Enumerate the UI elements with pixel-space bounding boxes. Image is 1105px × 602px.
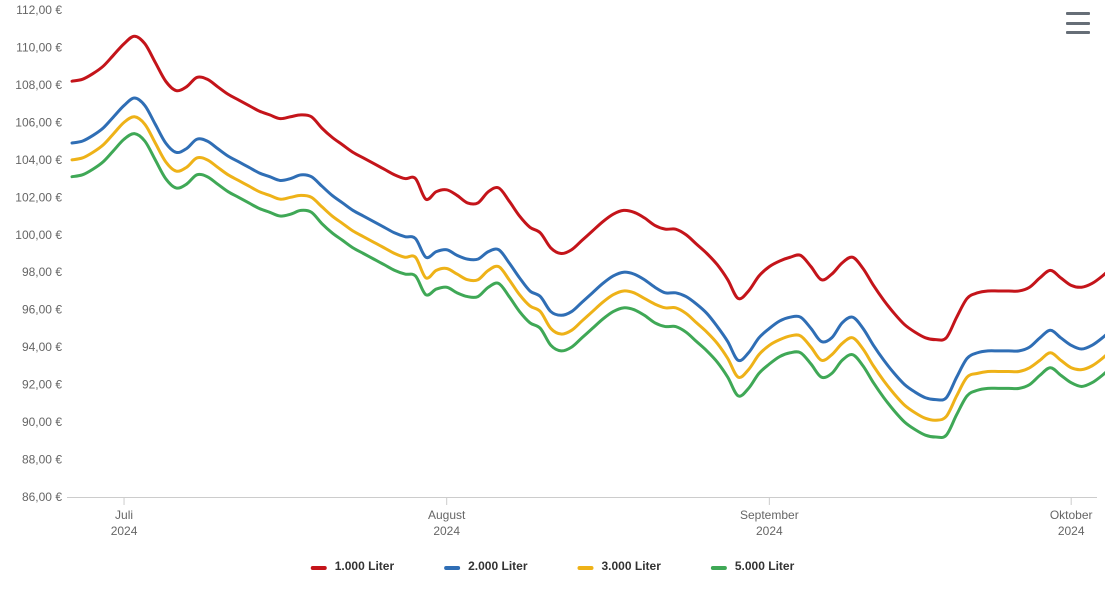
y-tick-label: 112,00 € bbox=[16, 3, 62, 17]
legend-label[interactable]: 2.000 Liter bbox=[468, 559, 528, 573]
hamburger-line bbox=[1066, 31, 1090, 34]
hamburger-line bbox=[1066, 22, 1090, 25]
series-line bbox=[72, 117, 1105, 421]
line-chart: 86,00 € 88,00 € 90,00 € 92,00 € 94,00 € 96,00… bbox=[0, 0, 1105, 602]
chart-container: 86,00 € 88,00 € 90,00 € 92,00 € 94,00 € 96,00… bbox=[0, 0, 1105, 602]
x-tick-month-label: September bbox=[740, 508, 799, 522]
series-line bbox=[72, 98, 1105, 400]
legend-label[interactable]: 5.000 Liter bbox=[735, 559, 795, 573]
legend-swatch[interactable] bbox=[311, 566, 327, 570]
hamburger-menu-button[interactable] bbox=[1066, 10, 1090, 36]
y-tick-label: 88,00 € bbox=[22, 453, 62, 467]
x-tick-year-label: 2024 bbox=[756, 524, 783, 538]
x-tick-year-label: 2024 bbox=[111, 524, 138, 538]
y-tick-label: 86,00 € bbox=[22, 490, 62, 504]
y-tick-label: 106,00 € bbox=[15, 115, 62, 129]
x-tick-month-label: Oktober bbox=[1050, 508, 1093, 522]
y-tick-label: 98,00 € bbox=[22, 265, 62, 279]
legend-swatch[interactable] bbox=[711, 566, 727, 570]
legend-swatch[interactable] bbox=[578, 566, 594, 570]
y-tick-label: 94,00 € bbox=[22, 340, 62, 354]
x-tick-month-label: Juli bbox=[115, 508, 133, 522]
y-tick-label: 96,00 € bbox=[22, 303, 62, 317]
y-tick-label: 90,00 € bbox=[22, 415, 62, 429]
legend-label[interactable]: 3.000 Liter bbox=[602, 559, 662, 573]
hamburger-line bbox=[1066, 12, 1090, 15]
x-tick-year-label: 2024 bbox=[1058, 524, 1085, 538]
x-tick-year-label: 2024 bbox=[433, 524, 460, 538]
y-tick-label: 92,00 € bbox=[22, 378, 62, 392]
y-tick-label: 110,00 € bbox=[16, 40, 62, 54]
y-tick-label: 100,00 € bbox=[15, 228, 62, 242]
legend-label[interactable]: 1.000 Liter bbox=[335, 559, 395, 573]
x-tick-month-label: August bbox=[428, 508, 466, 522]
legend-swatch[interactable] bbox=[444, 566, 460, 570]
y-tick-label: 102,00 € bbox=[15, 190, 62, 204]
y-tick-label: 108,00 € bbox=[15, 78, 62, 92]
y-tick-label: 104,00 € bbox=[15, 153, 62, 167]
